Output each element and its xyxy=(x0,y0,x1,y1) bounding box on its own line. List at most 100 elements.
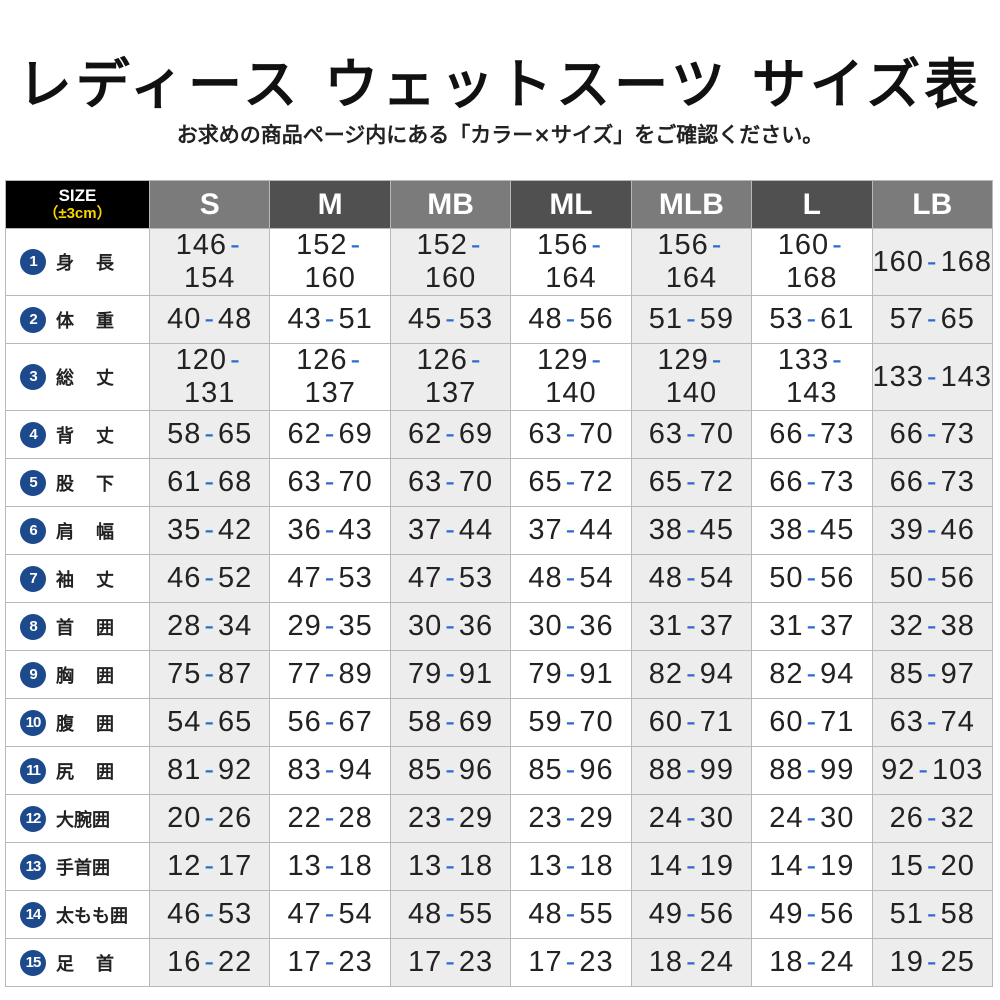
size-value: 81-92 xyxy=(148,746,271,795)
size-value: 126 -137 xyxy=(269,343,391,411)
row-name: 首囲 xyxy=(56,617,114,639)
row-number: 9 xyxy=(20,661,46,688)
row: 15 足首 16-22 17-23 17-23 17-23 18-24 18-24 19-25 xyxy=(5,938,994,987)
size-value: 57-65 xyxy=(871,295,994,344)
row-number: 10 xyxy=(20,709,46,736)
row-name: 総丈 xyxy=(56,368,114,389)
size-value: 18-24 xyxy=(630,938,753,987)
row: 3 総丈 120 -131 126 -137 126 -137 129 -140 129 -140 13… xyxy=(5,343,994,411)
size-value: 32-38 xyxy=(871,602,994,651)
size-value: 129 -140 xyxy=(510,343,632,411)
size-value: 23-29 xyxy=(389,794,512,843)
row-label: 11 尻囲 xyxy=(5,746,150,795)
corner-label: SIZE xyxy=(58,185,97,205)
size-value: 50-56 xyxy=(871,554,994,603)
size-value: 39-46 xyxy=(871,506,994,555)
row-name: 尻囲 xyxy=(56,761,114,783)
row-name: 体重 xyxy=(56,310,114,332)
size-value: 60-71 xyxy=(630,698,753,747)
size-value: 38-45 xyxy=(630,506,753,555)
row-label: 15 足首 xyxy=(5,938,150,987)
size-value: 49-56 xyxy=(751,890,873,939)
size-value: 48-56 xyxy=(510,295,632,344)
size-value: 43-51 xyxy=(269,295,391,344)
size-value: 24-30 xyxy=(751,794,873,843)
size-value: 62-69 xyxy=(389,410,512,459)
size-value: 58-69 xyxy=(389,698,512,747)
size-value: 14-19 xyxy=(751,842,873,891)
row-number: 4 xyxy=(20,421,46,448)
row-label: 1 身長 xyxy=(5,228,150,296)
row-name: 大腕囲 xyxy=(56,809,110,831)
row-label: 5 股下 xyxy=(5,458,150,507)
size-value: 63-74 xyxy=(871,698,994,747)
size-value: 63-70 xyxy=(269,458,391,507)
row-label: 14 太もも囲 xyxy=(5,890,150,939)
size-value: 13-18 xyxy=(389,842,512,891)
size-value: 47-53 xyxy=(269,554,391,603)
size-value: 75-87 xyxy=(148,650,271,699)
column-header: L xyxy=(751,180,873,229)
size-value: 29-35 xyxy=(269,602,391,651)
size-value: 45-53 xyxy=(389,295,512,344)
size-value: 17-23 xyxy=(389,938,512,987)
size-value: 12-17 xyxy=(148,842,271,891)
size-value: 37-44 xyxy=(389,506,512,555)
row-name: 太もも囲 xyxy=(56,905,128,927)
size-value: 88-99 xyxy=(630,746,753,795)
row: 14 太もも囲 46-53 47-54 48-55 48-55 49-56 49-56 51-5… xyxy=(5,890,994,939)
size-value: 31-37 xyxy=(630,602,753,651)
row-label: 10 腹囲 xyxy=(5,698,150,747)
size-value: 20-26 xyxy=(148,794,271,843)
size-value: 16-22 xyxy=(148,938,271,987)
size-value: 66-73 xyxy=(751,410,873,459)
row: 11 尻囲 81-92 83-94 85-96 85-96 88-99 88-99 92-103 xyxy=(5,746,994,795)
row-name: 足首 xyxy=(56,953,114,975)
row: 5 股下 61-68 63-70 63-70 65-72 65-72 66-73 66-73 xyxy=(5,458,994,507)
size-value: 18-24 xyxy=(751,938,873,987)
row-label: 7 袖丈 xyxy=(5,554,150,603)
size-value: 38-45 xyxy=(751,506,873,555)
column-header: LB xyxy=(871,180,994,229)
row: 10 腹囲 54-65 56-67 58-69 59-70 60-71 60-71 63-74 xyxy=(5,698,994,747)
size-value: 63-70 xyxy=(510,410,632,459)
size-value: 85-96 xyxy=(389,746,512,795)
size-value: 17-23 xyxy=(269,938,391,987)
size-value: 40-48 xyxy=(148,295,271,344)
size-value: 31-37 xyxy=(751,602,873,651)
size-value: 65-72 xyxy=(630,458,753,507)
row-label: 13 手首囲 xyxy=(5,842,150,891)
size-value: 152 -160 xyxy=(269,228,391,296)
size-value: 126 -137 xyxy=(389,343,512,411)
size-value: 28-34 xyxy=(148,602,271,651)
row-label: 8 首囲 xyxy=(5,602,150,651)
size-value: 83-94 xyxy=(269,746,391,795)
size-value: 85-96 xyxy=(510,746,632,795)
corner-note: （±3cm） xyxy=(43,204,112,222)
size-value: 79-91 xyxy=(510,650,632,699)
row-name: 身長 xyxy=(56,253,114,274)
size-value: 59-70 xyxy=(510,698,632,747)
size-value: 61-68 xyxy=(148,458,271,507)
size-value: 160-168 xyxy=(751,228,873,296)
size-value: 146 -154 xyxy=(148,228,271,296)
size-value: 54-65 xyxy=(148,698,271,747)
size-value: 156 -164 xyxy=(510,228,632,296)
size-value: 79-91 xyxy=(389,650,512,699)
row-number: 12 xyxy=(20,805,46,832)
row-name: 肩幅 xyxy=(56,521,114,543)
size-value: 53-61 xyxy=(751,295,873,344)
row-number: 2 xyxy=(20,306,46,333)
size-value: 13-18 xyxy=(269,842,391,891)
row: 8 首囲 28-34 29-35 30-36 30-36 31-37 31-37 32-38 xyxy=(5,602,994,651)
size-value: 63-70 xyxy=(389,458,512,507)
size-value: 82-94 xyxy=(630,650,753,699)
size-value: 51-59 xyxy=(630,295,753,344)
row: 12 大腕囲 20-26 22-28 23-29 23-29 24-30 24-30 26-32 xyxy=(5,794,994,843)
size-value: 37-44 xyxy=(510,506,632,555)
row-number: 15 xyxy=(20,949,46,976)
size-value: 30-36 xyxy=(389,602,512,651)
title: レディース ウェットスーツ サイズ表 xyxy=(17,53,983,116)
size-value: 22-28 xyxy=(269,794,391,843)
